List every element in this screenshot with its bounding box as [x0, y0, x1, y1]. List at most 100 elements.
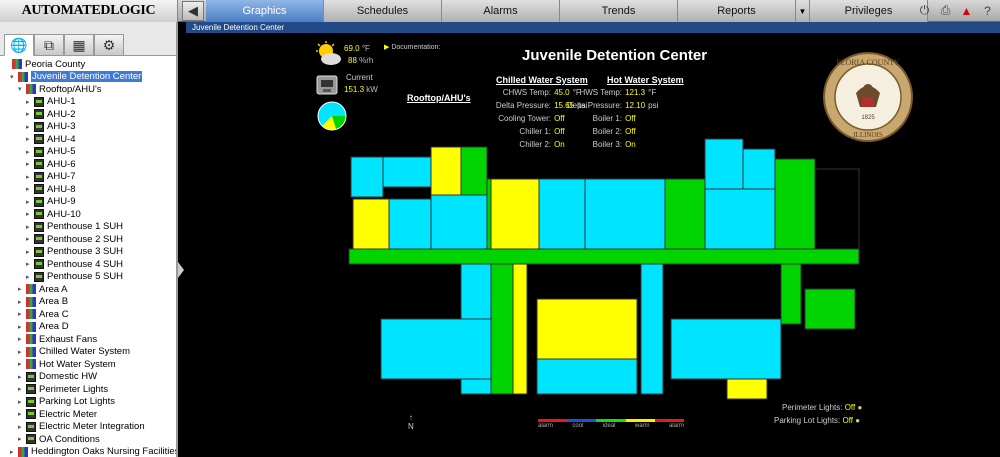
tree-expander-icon[interactable]: ▸: [26, 236, 30, 243]
tree-node[interactable]: ▸ Domestic HW: [18, 371, 97, 383]
back-arrow-icon[interactable]: ◀: [182, 1, 204, 21]
tab-schedules[interactable]: Schedules: [324, 0, 442, 22]
tab-privileges[interactable]: Privileges: [810, 0, 928, 22]
tree-expander-icon[interactable]: ▸: [18, 423, 22, 431]
tree-expander-icon[interactable]: ▾: [18, 86, 22, 93]
tree-node[interactable]: ▸ OA Conditions: [18, 433, 100, 445]
groups-icon[interactable]: ▦: [64, 34, 94, 56]
gym-1[interactable]: [490, 178, 540, 250]
zone-room[interactable]: [382, 156, 432, 188]
tree-node[interactable]: ▸ Penthouse 3 SUH: [26, 246, 123, 258]
zone-room[interactable]: [352, 198, 390, 250]
config-icon[interactable]: ⚙: [94, 34, 124, 56]
pod-1[interactable]: [380, 318, 492, 380]
tree-expander-icon[interactable]: ▸: [18, 398, 22, 406]
tree-node[interactable]: ▸ Penthouse 1 SUH: [26, 221, 123, 233]
zone-room[interactable]: [584, 178, 666, 250]
reports-dropdown-chevron-icon[interactable]: ▼: [796, 0, 810, 22]
tree-node[interactable]: ▸ Hot Water System: [18, 358, 116, 370]
light-bulb-icon[interactable]: ●: [857, 403, 863, 412]
tree-expander-icon[interactable]: ▸: [18, 411, 22, 418]
tree-expander-icon[interactable]: ▸: [18, 436, 22, 443]
zone-room[interactable]: [388, 198, 432, 250]
tree-node[interactable]: ▸ AHU-5: [26, 146, 76, 158]
zone-room[interactable]: [742, 148, 776, 190]
power-icon[interactable]: ⏻: [919, 3, 930, 17]
tab-reports[interactable]: Reports: [678, 0, 796, 22]
hot-water-title[interactable]: Hot Water System: [607, 75, 684, 85]
tree-expander-icon[interactable]: ▸: [26, 198, 30, 206]
tree-node[interactable]: ▸ AHU-9: [26, 196, 76, 208]
tree-node[interactable]: ▸ AHU-1: [26, 96, 76, 108]
zone-room[interactable]: [726, 378, 768, 400]
collapse-arrow-icon[interactable]: [178, 262, 184, 278]
tree-expander-icon[interactable]: ▸: [18, 373, 22, 381]
tree-expander-icon[interactable]: ▸: [18, 311, 22, 318]
tree-expander-icon[interactable]: ▸: [18, 348, 22, 356]
tree-expander-icon[interactable]: ▸: [26, 273, 30, 281]
tree-node[interactable]: ▸ Area A: [18, 283, 68, 295]
tree-node[interactable]: ▸ Area B: [18, 296, 68, 308]
zone-room[interactable]: [536, 358, 638, 395]
tree-expander-icon[interactable]: ▸: [26, 211, 30, 218]
tab-trends[interactable]: Trends: [560, 0, 678, 22]
tree-node[interactable]: ▸ Heddington Oaks Nursing Facilities: [10, 446, 176, 457]
tree-node[interactable]: ▸ AHU-6: [26, 158, 76, 170]
tree-expander-icon[interactable]: ▸: [26, 98, 30, 106]
tree-expander-icon[interactable]: ▸: [18, 323, 22, 331]
electric-meter-icon[interactable]: [316, 73, 338, 95]
tree-expander-icon[interactable]: ▸: [18, 298, 22, 306]
network-tree-icon[interactable]: ⧉: [34, 34, 64, 56]
tab-graphics[interactable]: Graphics: [206, 0, 324, 22]
zone-room[interactable]: [704, 188, 776, 250]
tree-node[interactable]: ▾ Rooftop/AHU's: [18, 83, 102, 95]
geographic-tree-icon[interactable]: 🌐: [4, 34, 34, 56]
tree-expander-icon[interactable]: ▸: [26, 136, 30, 143]
tree-node[interactable]: ▸ Exhaust Fans: [18, 333, 97, 345]
tree-node[interactable]: ▸ AHU-2: [26, 108, 76, 120]
tree-expander-icon[interactable]: ▸: [26, 123, 30, 131]
pod-2[interactable]: [536, 298, 638, 360]
zone-room[interactable]: [430, 194, 488, 250]
tree-node[interactable]: ▸ Penthouse 5 SUH: [26, 271, 123, 283]
tree-expander-icon[interactable]: ▸: [26, 223, 30, 231]
chilled-water-title[interactable]: Chilled Water System: [496, 75, 588, 85]
zone-room[interactable]: [460, 146, 488, 196]
tree-expander-icon[interactable]: ▸: [26, 261, 30, 268]
status-pie-icon[interactable]: [316, 101, 350, 131]
help-icon[interactable]: ?: [984, 3, 991, 18]
tree-expander-icon[interactable]: ▸: [26, 248, 30, 256]
tree-node[interactable]: ▸ Penthouse 4 SUH: [26, 258, 123, 270]
tree-expander-icon[interactable]: ▸: [10, 448, 14, 456]
tree-node[interactable]: ▸ Area D: [18, 321, 69, 333]
light-bulb-icon[interactable]: ●: [855, 416, 861, 425]
print-icon[interactable]: ⎙: [940, 3, 951, 17]
zone-room[interactable]: [814, 168, 860, 250]
documentation-link[interactable]: ▶ Documentation:: [384, 43, 440, 51]
tree-node[interactable]: ▸ Area C: [18, 308, 69, 320]
zone-room[interactable]: [350, 156, 384, 198]
tree-expander-icon[interactable]: ▸: [18, 336, 22, 343]
tree-node[interactable]: Peoria County: [4, 58, 85, 70]
alarm-warning-icon[interactable]: ▲: [960, 3, 973, 18]
tree-node[interactable]: ▸ Penthouse 2 SUH: [26, 233, 123, 245]
zone-room[interactable]: [430, 146, 462, 196]
zone-room[interactable]: [804, 288, 856, 330]
zone-room[interactable]: [780, 263, 802, 325]
zone-room[interactable]: [512, 263, 528, 395]
zone-room[interactable]: [704, 138, 744, 190]
tab-alarms[interactable]: Alarms: [442, 0, 560, 22]
tree-expander-icon[interactable]: ▸: [26, 161, 30, 168]
tree-node[interactable]: ▸ Parking Lot Lights: [18, 396, 115, 408]
tree-node[interactable]: ▸ Chilled Water System: [18, 346, 130, 358]
tree-node[interactable]: ▸ Perimeter Lights: [18, 383, 108, 395]
tree-expander-icon[interactable]: ▸: [26, 111, 30, 118]
tree-node[interactable]: ▸ AHU-3: [26, 121, 76, 133]
tree-expander-icon[interactable]: ▾: [10, 73, 14, 81]
tree-node[interactable]: ▸ Electric Meter Integration: [18, 421, 145, 433]
zone-room[interactable]: [664, 178, 706, 250]
tree-expander-icon[interactable]: ▸: [26, 186, 30, 193]
zone-room[interactable]: [774, 158, 816, 250]
tree-expander-icon[interactable]: ▸: [26, 173, 30, 181]
pane-splitter[interactable]: [178, 22, 186, 457]
